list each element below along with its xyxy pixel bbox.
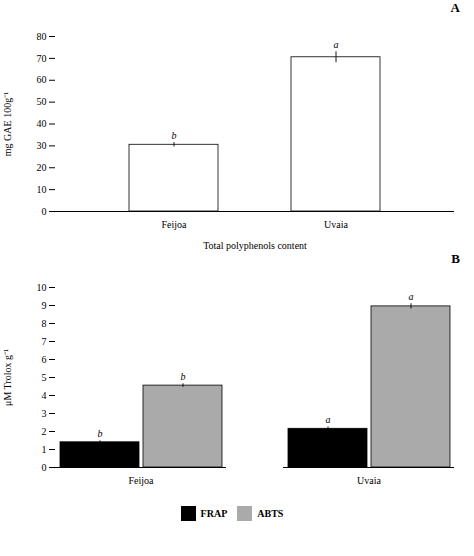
svg-text:2: 2 [42, 426, 47, 437]
svg-text:Uvaia: Uvaia [324, 219, 348, 230]
svg-text:1: 1 [42, 444, 47, 455]
svg-text:10: 10 [37, 184, 47, 195]
svg-text:7: 7 [42, 336, 47, 347]
svg-text:9: 9 [42, 300, 47, 311]
svg-text:a: a [334, 39, 339, 50]
svg-text:70: 70 [37, 53, 47, 64]
svg-text:80: 80 [37, 31, 47, 42]
html-text:A: A [450, 0, 460, 15]
svg-text:Uvaia: Uvaia [357, 475, 381, 486]
svg-text:a: a [409, 291, 414, 302]
svg-text:Total polyphenols content: Total polyphenols content [203, 240, 307, 251]
svg-text:Feijoa: Feijoa [129, 475, 155, 486]
svg-text:8: 8 [42, 318, 47, 329]
svg-text:50: 50 [37, 96, 47, 107]
svg-text:b: b [98, 428, 103, 439]
svg-text:Feijoa: Feijoa [162, 219, 188, 230]
svg-text:mg GAE 100g⁻¹: mg GAE 100g⁻¹ [2, 92, 13, 156]
svg-text:0: 0 [42, 206, 47, 217]
svg-text:0: 0 [42, 462, 47, 473]
svg-text:b: b [181, 371, 186, 382]
svg-text:60: 60 [37, 74, 47, 85]
html-text:FRAP: FRAP [200, 508, 228, 519]
html-text:B: B [451, 251, 460, 266]
svg-text:20: 20 [37, 162, 47, 173]
svg-text:5: 5 [42, 372, 47, 383]
svg-text:6: 6 [42, 354, 47, 365]
svg-text:10: 10 [37, 282, 47, 293]
svg-text:b: b [172, 130, 177, 141]
svg-text:μM Trolox g⁻¹: μM Trolox g⁻¹ [2, 349, 13, 406]
svg-text:4: 4 [42, 390, 47, 401]
svg-text:30: 30 [37, 140, 47, 151]
html-text:ABTS: ABTS [257, 508, 284, 519]
svg-text:3: 3 [42, 408, 47, 419]
svg-text:a: a [326, 414, 331, 425]
svg-text:40: 40 [37, 118, 47, 129]
